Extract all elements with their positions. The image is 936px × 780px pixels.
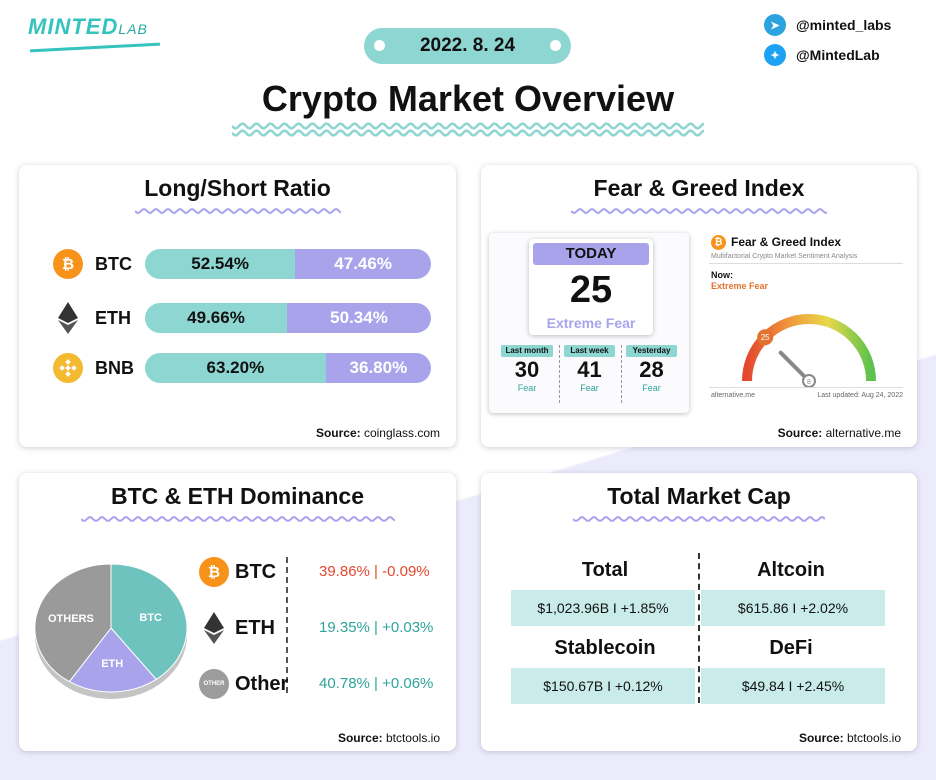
fg-today-status: Extreme Fear — [546, 315, 636, 331]
ls-bar: 49.66% 50.34% — [145, 303, 431, 333]
bitcoin-icon: ₿ — [199, 557, 229, 587]
dominance-divider — [286, 557, 288, 693]
fg-widget-footer-left: alternative.me — [711, 392, 755, 399]
twitter-handle[interactable]: ✦ @MintedLab — [764, 44, 880, 66]
ls-row-btc: ₿ BTC 52.54% 47.46% — [53, 249, 431, 279]
dominance-underline — [81, 516, 395, 522]
date-pill: 2022. 8. 24 — [364, 28, 571, 64]
gauge-arc — [742, 314, 876, 382]
pie-slice-btc — [110, 563, 188, 681]
fear-greed-card: Fear & Greed Index TODAY 25 Extreme Fear… — [481, 165, 917, 447]
market-cap-divider — [698, 553, 700, 703]
ls-row-bnb: BNB 63.20% 36.80% — [53, 353, 431, 383]
pie-label-btc: BTC — [139, 612, 162, 624]
fg-history-last-week: Last week 41 Fear — [559, 345, 619, 403]
market-cap-card: Total Market Cap Total Altcoin $1,023.96… — [481, 473, 917, 751]
fg-history-last-month: Last month 30 Fear — [497, 345, 557, 403]
mc-label-defi: DeFi — [769, 637, 813, 659]
pie-label-other: OTHERS — [48, 613, 94, 625]
bnb-icon — [53, 353, 83, 383]
mc-label-altcoin: Altcoin — [757, 559, 825, 581]
logo-underline — [30, 42, 160, 53]
long-segment: 52.54% — [145, 249, 296, 279]
ethereum-icon — [204, 612, 224, 644]
dominance-title: BTC & ETH Dominance — [110, 483, 365, 509]
title-wave-underline — [232, 122, 704, 137]
long-short-source: Source: coinglass.com — [315, 426, 440, 440]
mc-value-total: $1,023.96B I +1.85% — [511, 590, 695, 626]
page-title: Crypto Market Overview — [261, 78, 675, 119]
mc-label-total: Total — [581, 559, 629, 581]
short-segment: 36.80% — [325, 353, 431, 383]
fear-greed-source: Source: alternative.me — [777, 426, 901, 440]
fg-widget: ₿ Fear & Greed Index Multifactorial Cryp… — [709, 233, 905, 405]
long-segment: 63.20% — [145, 353, 326, 383]
other-icon: OTHER — [199, 669, 229, 699]
dominance-row-other: OTHER Other 40.78% | +0.06% — [199, 669, 433, 699]
dominance-pie: BTC ETH OTHERS — [34, 563, 188, 699]
fg-today-panel: TODAY 25 Extreme Fear Last month 30 Fear… — [489, 233, 689, 413]
fg-widget-now-label: Now: — [711, 270, 733, 280]
fg-widget-now-status: Extreme Fear — [711, 281, 769, 291]
fg-widget-footer-right: Last updated: Aug 24, 2022 — [817, 392, 903, 399]
fg-gauge: 8 25 — [742, 314, 876, 388]
svg-text:8: 8 — [807, 379, 811, 386]
short-segment: 50.34% — [287, 303, 431, 333]
long-segment: 49.66% — [145, 303, 288, 333]
bitcoin-icon: ₿ — [53, 249, 83, 279]
dominance-source: Source: btctools.io — [337, 731, 440, 745]
fg-today-value: 25 — [569, 269, 613, 311]
gauge-value-marker — [757, 329, 774, 346]
dominance-row-btc: ₿ BTC 39.86% | -0.09% — [199, 557, 430, 587]
bitcoin-icon: ₿ — [711, 235, 726, 250]
ls-bar: 52.54% 47.46% — [145, 249, 431, 279]
fear-greed-underline — [571, 208, 827, 214]
long-short-card: Long/Short Ratio ₿ BTC 52.54% 47.46% ETH… — [19, 165, 456, 447]
ethereum-icon — [58, 302, 78, 334]
gauge-value-text: 25 — [761, 333, 770, 342]
market-cap-underline — [573, 516, 825, 522]
market-cap-source: Source: btctools.io — [798, 731, 901, 745]
long-short-underline — [135, 208, 341, 214]
fg-history-yesterday: Yesterday 28 Fear — [621, 345, 681, 403]
mc-value-altcoin: $615.86 I +2.02% — [701, 590, 885, 626]
date-text: 2022. 8. 24 — [419, 35, 516, 56]
mc-value-stablecoin: $150.67B I +0.12% — [511, 668, 695, 704]
telegram-icon: ➤ — [764, 14, 786, 36]
market-cap-title: Total Market Cap — [607, 483, 791, 509]
dominance-row-eth: ETH 19.35% | +0.03% — [199, 611, 433, 645]
twitter-icon: ✦ — [764, 44, 786, 66]
fear-greed-title: Fear & Greed Index — [593, 175, 805, 201]
mc-label-stablecoin: Stablecoin — [554, 637, 656, 659]
fg-today-label: TODAY — [533, 243, 649, 265]
pie-slice-eth — [68, 627, 157, 693]
ls-bar: 63.20% 36.80% — [145, 353, 431, 383]
minted-lab-logo: MINTEDLAB — [28, 14, 148, 39]
pie-label-eth: ETH — [101, 658, 123, 670]
fg-widget-subtitle: Multifactorial Crypto Market Sentiment A… — [711, 253, 858, 260]
fg-today-box: TODAY 25 Extreme Fear — [529, 239, 653, 335]
short-segment: 47.46% — [295, 249, 431, 279]
long-short-title: Long/Short Ratio — [144, 175, 331, 201]
telegram-handle[interactable]: ➤ @minted_labs — [764, 14, 891, 36]
mc-value-defi: $49.84 I +2.45% — [701, 668, 885, 704]
ls-row-eth: ETH 49.66% 50.34% — [53, 301, 431, 335]
pie-slice-other — [34, 563, 112, 683]
dominance-card: BTC & ETH Dominance BTC ETH OTHERS ₿ BTC… — [19, 473, 456, 751]
fg-history: Last month 30 Fear Last week 41 Fear Yes… — [497, 345, 683, 403]
fg-widget-title: Fear & Greed Index — [731, 235, 842, 249]
